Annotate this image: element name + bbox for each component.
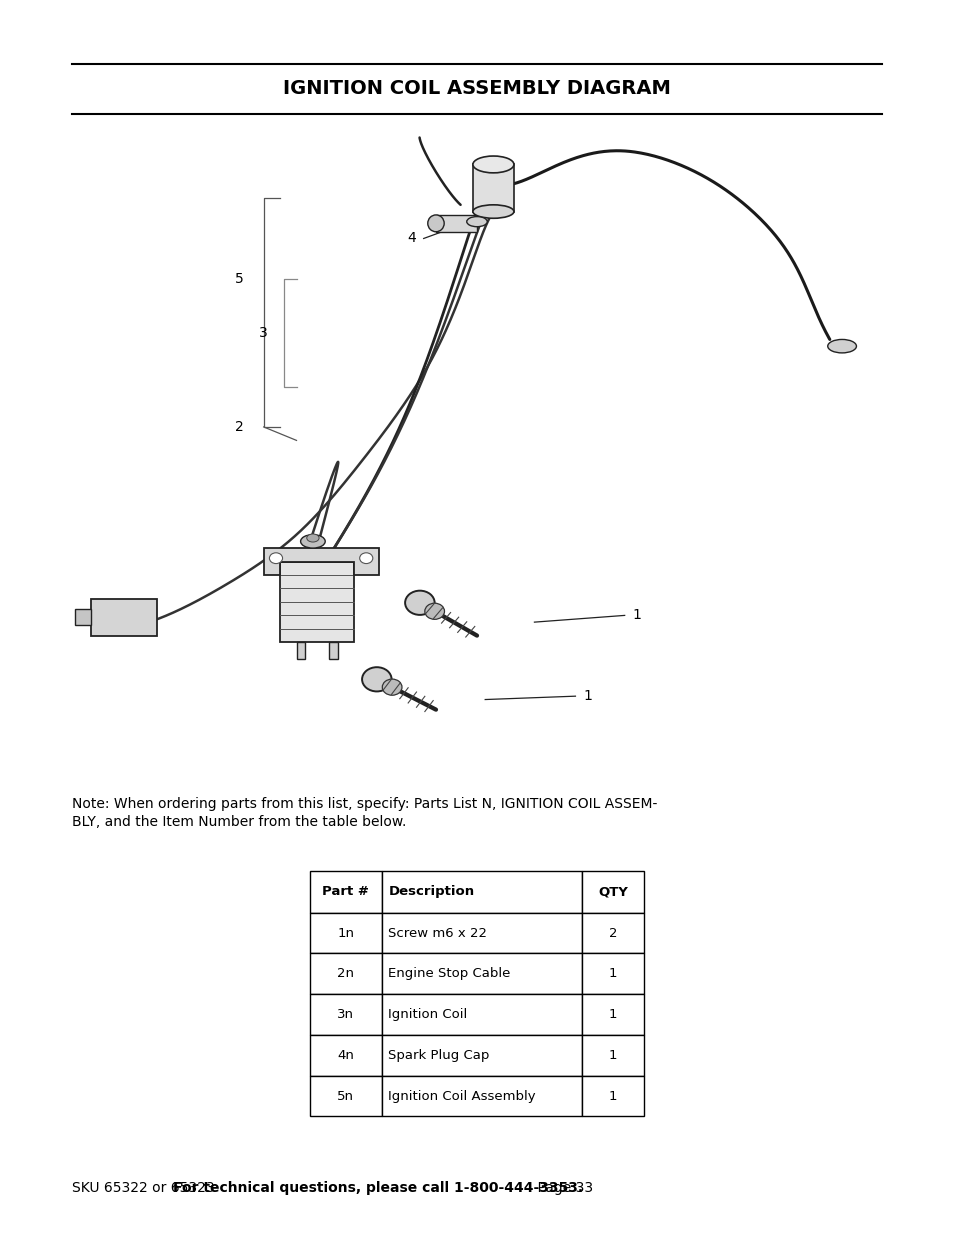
Text: 1: 1 [632, 609, 641, 622]
Bar [310, 871, 381, 913]
Text: 1: 1 [608, 1089, 617, 1103]
Ellipse shape [473, 205, 514, 219]
Ellipse shape [300, 535, 325, 548]
Bar [581, 953, 643, 994]
Bar [381, 913, 581, 953]
Circle shape [362, 667, 391, 692]
Text: 1: 1 [608, 967, 617, 981]
Bar [310, 1035, 381, 1076]
Bar [581, 1035, 643, 1076]
Text: QTY: QTY [598, 885, 627, 898]
Bar [581, 913, 643, 953]
Bar [310, 1076, 381, 1116]
Polygon shape [75, 609, 91, 625]
Polygon shape [296, 642, 304, 659]
Text: Screw m6 x 22: Screw m6 x 22 [388, 926, 487, 940]
Bar [381, 953, 581, 994]
Text: IGNITION COIL ASSEMBLY DIAGRAM: IGNITION COIL ASSEMBLY DIAGRAM [283, 79, 670, 99]
Text: Description: Description [388, 885, 474, 898]
Ellipse shape [307, 534, 318, 542]
Ellipse shape [427, 215, 444, 232]
Text: Note: When ordering parts from this list, specify: Parts List N, IGNITION COIL A: Note: When ordering parts from this list… [71, 797, 657, 829]
Polygon shape [329, 642, 337, 659]
Bar [381, 1076, 581, 1116]
Circle shape [424, 603, 444, 619]
Text: 1n: 1n [337, 926, 354, 940]
Text: 1: 1 [608, 1008, 617, 1021]
Text: 5n: 5n [337, 1089, 354, 1103]
Text: Ignition Coil: Ignition Coil [388, 1008, 467, 1021]
Text: 3n: 3n [337, 1008, 354, 1021]
Ellipse shape [466, 216, 487, 227]
Text: 2: 2 [608, 926, 617, 940]
Text: For technical questions, please call 1-800-444-3353.: For technical questions, please call 1-8… [172, 1181, 582, 1195]
Bar [310, 913, 381, 953]
Polygon shape [280, 562, 354, 642]
Bar [381, 871, 581, 913]
Polygon shape [473, 164, 514, 211]
Polygon shape [263, 548, 378, 576]
Bar [310, 953, 381, 994]
Circle shape [405, 590, 435, 615]
Bar [581, 1076, 643, 1116]
Text: Part #: Part # [322, 885, 369, 898]
Bar [381, 1035, 581, 1076]
Bar [310, 994, 381, 1035]
Text: Engine Stop Cable: Engine Stop Cable [388, 967, 510, 981]
Polygon shape [91, 599, 157, 636]
Text: 1: 1 [608, 1049, 617, 1062]
Text: 4n: 4n [337, 1049, 354, 1062]
Bar [381, 994, 581, 1035]
Circle shape [359, 553, 373, 563]
Text: 5: 5 [234, 272, 243, 285]
Text: 1: 1 [583, 689, 592, 703]
Text: Ignition Coil Assembly: Ignition Coil Assembly [388, 1089, 536, 1103]
Ellipse shape [473, 156, 514, 173]
Text: SKU 65322 or 65323: SKU 65322 or 65323 [71, 1181, 218, 1195]
Text: 4: 4 [407, 231, 416, 246]
Bar [581, 994, 643, 1035]
Text: Spark Plug Cap: Spark Plug Cap [388, 1049, 489, 1062]
Bar [581, 871, 643, 913]
Ellipse shape [827, 340, 856, 353]
Text: 2n: 2n [337, 967, 354, 981]
Text: 2: 2 [234, 420, 243, 433]
Text: 3: 3 [259, 326, 268, 340]
Circle shape [269, 553, 282, 563]
Polygon shape [436, 215, 476, 232]
Circle shape [382, 679, 401, 695]
Text: Page 33: Page 33 [519, 1181, 593, 1195]
